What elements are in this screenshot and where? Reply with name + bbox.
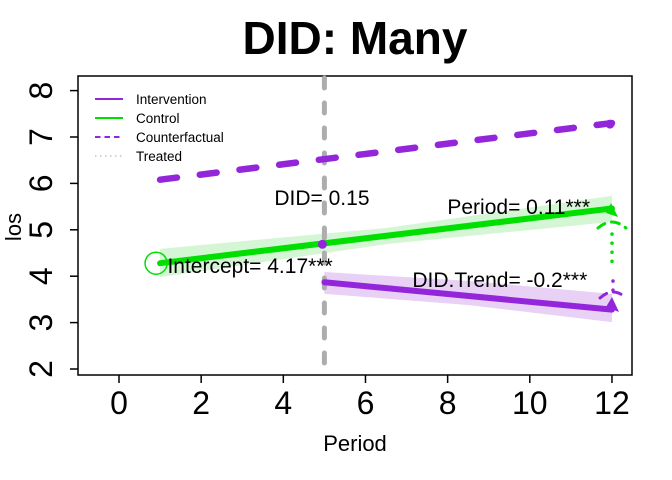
did-gap-decorations	[596, 203, 628, 312]
point-marker	[317, 239, 327, 249]
y-tick-label: 7	[23, 128, 59, 146]
x-tick-label: 8	[439, 385, 457, 421]
annotations: DID= 0.15 Period= 0.11*** Intercept= 4.17*…	[167, 187, 590, 292]
y-tick-label: 6	[23, 175, 59, 193]
purple-arrowhead-icon	[606, 297, 619, 312]
y-axis: 2 3 4 5 6 7 8	[23, 82, 78, 378]
legend-label-treated: Treated	[136, 149, 182, 164]
estimate-annotation: Period= 0.11***	[447, 196, 590, 219]
x-axis: 0 2 4 6 8 10 12	[110, 375, 630, 421]
y-tick-label: 5	[23, 221, 59, 239]
x-tick-label: 10	[512, 385, 548, 421]
plot-border	[77, 75, 633, 376]
legend: Intervention Control Counterfactual Treated	[95, 92, 224, 164]
y-tick-label: 2	[23, 360, 59, 378]
x-tick-label: 0	[110, 385, 128, 421]
purple-dashed-arc	[598, 290, 628, 300]
x-tick-label: 2	[192, 385, 210, 421]
y-axis-label: los	[1, 213, 26, 241]
data-points	[317, 119, 615, 249]
chart-title: DID: Many	[243, 12, 468, 64]
y-tick-label: 8	[23, 82, 59, 100]
green-dashed-arc	[596, 220, 628, 230]
estimate-annotation: DID.Trend= -0.2***	[412, 269, 587, 292]
x-tick-label: 12	[594, 385, 630, 421]
estimate-annotation: Intercept= 4.17***	[167, 255, 332, 278]
legend-label-counterfactual: Counterfactual	[136, 130, 224, 145]
estimate-annotation: DID= 0.15	[274, 187, 369, 210]
y-tick-label: 4	[23, 267, 59, 285]
point-marker	[605, 119, 615, 129]
legend-label-control: Control	[136, 111, 180, 126]
series-lines	[144, 119, 616, 313]
control-start-marker	[144, 251, 168, 275]
x-tick-label: 6	[357, 385, 375, 421]
counterfactual-line	[156, 119, 616, 183]
legend-label-intervention: Intervention	[136, 92, 207, 107]
y-tick-label: 3	[23, 314, 59, 332]
intervention-line	[321, 279, 615, 313]
control-line	[157, 205, 615, 267]
x-tick-label: 4	[274, 385, 292, 421]
green-arrowhead-icon	[606, 203, 618, 217]
x-axis-label: Period	[323, 431, 387, 456]
